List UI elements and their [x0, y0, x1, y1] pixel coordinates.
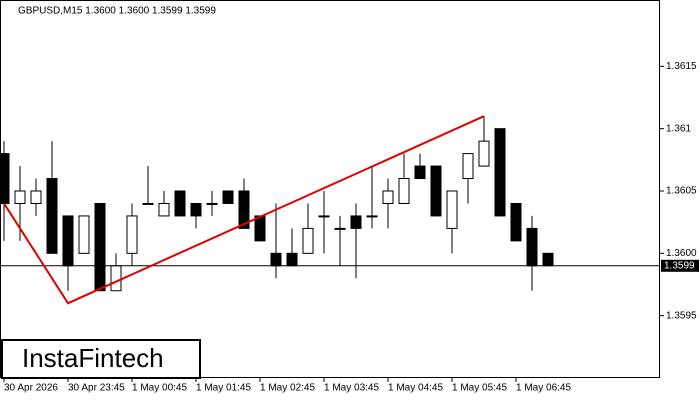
candle-body	[126, 215, 138, 254]
candle-body	[222, 190, 234, 204]
x-tick-label: 1 May 02:45	[260, 383, 315, 394]
candle-body	[366, 215, 378, 218]
y-tick-label: 1.3605	[666, 186, 697, 197]
candle-body	[94, 202, 106, 292]
candle-body	[430, 165, 442, 217]
candle-body	[414, 165, 426, 180]
candle-body	[238, 190, 250, 229]
x-tick-label: 1 May 06:45	[516, 383, 571, 394]
candle-body	[350, 215, 362, 229]
candle-body	[30, 190, 42, 204]
x-tick-label: 1 May 00:45	[132, 383, 187, 394]
x-tick-label: 1 May 03:45	[324, 383, 379, 394]
candle-body	[302, 227, 314, 254]
logo: InstaFintech	[22, 343, 164, 373]
candle-body	[62, 215, 74, 267]
candle-body	[542, 252, 554, 267]
candle-body	[462, 153, 474, 180]
candle-body	[318, 215, 330, 218]
candle-body	[446, 190, 458, 229]
x-tick-label: 30 Apr 2026	[4, 383, 58, 394]
candle-body	[334, 227, 346, 230]
candle-body	[478, 140, 490, 167]
candle-body	[398, 178, 410, 204]
logo-box	[1, 339, 201, 379]
candle-body	[254, 215, 266, 242]
chart-title: GBPUSD,M15 1.3600 1.3600 1.3599 1.3599	[18, 6, 216, 17]
candle-body	[0, 153, 10, 204]
candle-body	[174, 190, 186, 217]
candle-body	[158, 202, 170, 217]
last-price-label: 1.3599	[664, 260, 695, 271]
x-tick-label: 1 May 05:45	[452, 383, 507, 394]
candle-body	[270, 252, 282, 267]
x-tick-label: 1 May 01:45	[196, 383, 251, 394]
candle-body	[110, 265, 122, 292]
candle-body	[286, 252, 298, 267]
pattern-line	[3, 115, 485, 305]
candle-body	[510, 202, 522, 242]
y-tick-label: 1.3615	[666, 61, 697, 72]
candle-body	[526, 227, 538, 267]
candle-body	[142, 202, 154, 205]
y-tick-label: 1.361	[666, 123, 691, 134]
candle-body	[494, 128, 506, 217]
y-tick-label: 1.3595	[666, 310, 697, 321]
candle-body	[78, 215, 90, 254]
x-tick-label: 1 May 04:45	[388, 383, 443, 394]
candle-body	[190, 202, 202, 217]
last-price-box	[661, 259, 699, 272]
candle-body	[46, 178, 58, 254]
y-tick-label: 1.3600	[666, 248, 697, 259]
candle-body	[382, 190, 394, 204]
candle-body	[14, 190, 26, 204]
x-tick-label: 30 Apr 23:45	[68, 383, 125, 394]
candle-body	[206, 202, 218, 205]
